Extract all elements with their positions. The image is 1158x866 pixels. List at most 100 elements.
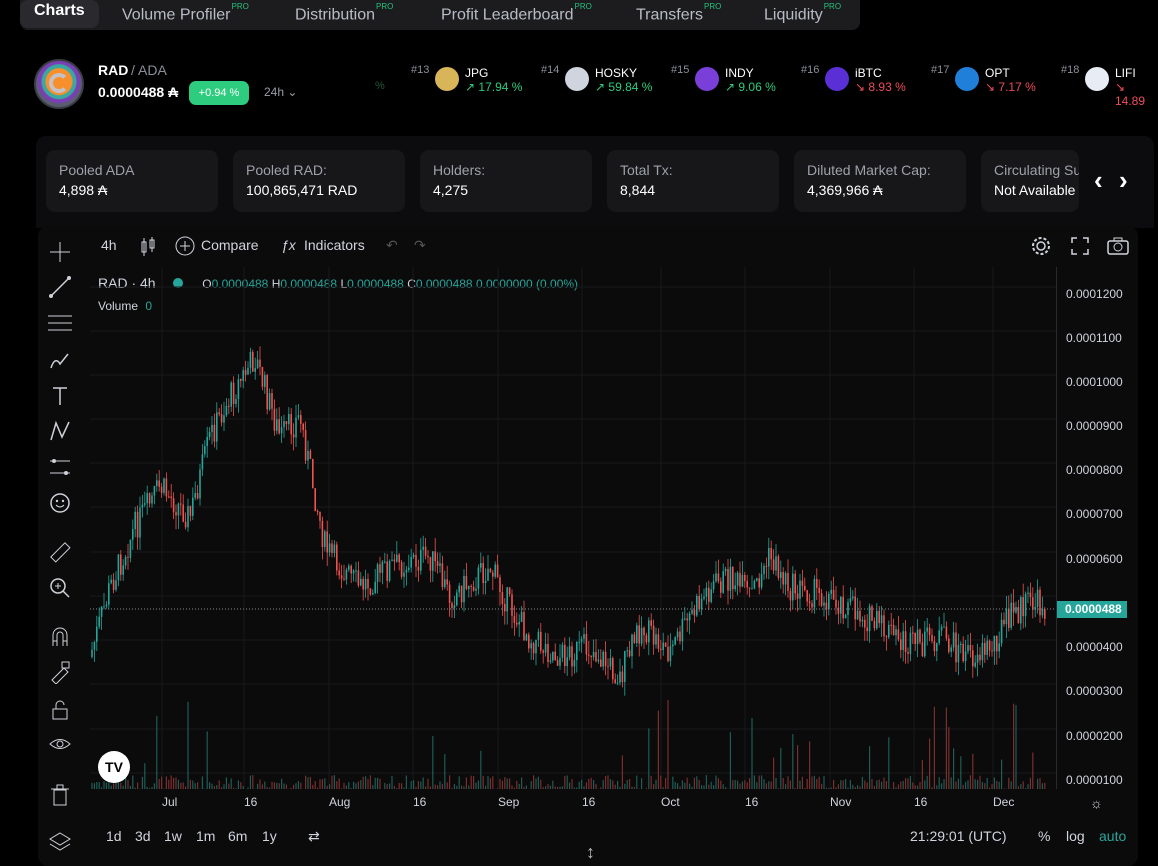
pattern-tool-icon[interactable] — [48, 419, 72, 443]
stat-card: Diluted Market Cap: 4,369,966 ₳ — [794, 150, 966, 212]
fib-retracement-icon[interactable] — [48, 311, 72, 335]
text-tool-icon[interactable] — [48, 384, 72, 408]
compare-plus-icon[interactable] — [175, 236, 195, 259]
tab-distribution[interactable]: DistributionPRO — [295, 0, 393, 30]
stat-card: Holders: 4,275 — [420, 150, 592, 212]
y-tick-label: 0.0001200 — [1066, 287, 1123, 301]
redo-icon[interactable]: ↷ — [414, 237, 426, 253]
volume-label: Volume — [98, 299, 139, 313]
opt-wave-icon[interactable] — [955, 67, 979, 91]
layers-icon[interactable] — [48, 830, 72, 854]
pro-badge: PRO — [823, 2, 842, 11]
range-button[interactable]: 3d — [135, 828, 151, 844]
tab-liquidity[interactable]: LiquidityPRO — [764, 0, 841, 30]
tab-volume-profiler[interactable]: Volume ProfilerPRO — [122, 0, 249, 30]
rank-number: #18 — [1061, 64, 1080, 76]
indicators-button[interactable]: Indicators — [304, 237, 365, 253]
volume-value: 0 — [145, 299, 153, 313]
x-tick-label: Jul — [162, 795, 178, 809]
tab-profit-leaderboard[interactable]: Profit LeaderboardPRO — [441, 0, 592, 30]
auto-toggle[interactable]: auto — [1099, 828, 1127, 844]
range-button[interactable]: 1y — [262, 828, 277, 844]
stat-label: Holders: — [433, 162, 486, 178]
tab-label: Liquidity — [764, 6, 823, 24]
interval-button[interactable]: 4h — [101, 237, 117, 253]
ticker-token-name[interactable]: HOSKY — [595, 66, 638, 80]
trend-line-icon[interactable] — [48, 275, 72, 299]
chevron-left-icon[interactable]: ‹ — [1094, 165, 1103, 195]
log-toggle[interactable]: log — [1066, 828, 1085, 844]
eye-icon[interactable] — [48, 732, 72, 756]
indicators-fx-icon[interactable]: ƒx — [281, 237, 296, 253]
x-tick-label: Nov — [830, 795, 852, 809]
rad-token-logo — [34, 59, 84, 109]
tab-charts-label: Charts — [34, 2, 85, 19]
y-tick-label: 0.0000200 — [1066, 729, 1123, 743]
tab-label: Distribution — [295, 6, 376, 24]
ticker-token-name[interactable]: OPT — [985, 66, 1010, 80]
tab-charts[interactable]: Charts — [20, 0, 99, 28]
crosshair-icon[interactable] — [48, 240, 72, 264]
settings-gear-icon[interactable] — [1030, 235, 1052, 260]
legend-dot-icon[interactable] — [172, 278, 183, 288]
ticker-change: ↗ 9.06 % — [725, 80, 776, 94]
trash-icon[interactable] — [48, 783, 72, 807]
rank-number: #14 — [541, 64, 560, 76]
unlock-icon[interactable] — [48, 698, 72, 722]
clock-time[interactable]: 21:29:01 (UTC) — [910, 828, 1007, 844]
resize-handle-icon[interactable]: ↕ — [586, 842, 595, 862]
date-range-icon[interactable]: ⇄ — [308, 828, 320, 844]
tab-label: Profit Leaderboard — [441, 6, 574, 24]
stat-value: 4,898 ₳ — [59, 182, 108, 198]
y-tick-label: 0.0000300 — [1066, 684, 1123, 698]
range-button[interactable]: 1w — [164, 828, 182, 844]
smiley-icon[interactable] — [48, 491, 72, 515]
token-symbol: RAD — [98, 62, 129, 78]
price-change-badge: +0.94 % — [189, 81, 249, 105]
range-button[interactable]: 1m — [196, 828, 216, 844]
lock-drawing-icon[interactable] — [48, 660, 72, 685]
volume-legend: Volume 0 — [98, 299, 152, 313]
indy-eye-icon[interactable] — [695, 67, 719, 91]
chevron-right-icon[interactable]: › — [1119, 165, 1128, 195]
y-tick-label: 0.0000900 — [1066, 419, 1123, 433]
undo-icon[interactable]: ↶ — [386, 237, 398, 253]
bitcoin-icon[interactable] — [825, 67, 849, 91]
ticker-token-name[interactable]: LIFI — [1115, 66, 1136, 80]
stat-card: Pooled RAD: 100,865,471 RAD — [233, 150, 405, 212]
rank-number: #17 — [931, 64, 950, 76]
brush-icon[interactable] — [48, 348, 72, 372]
axis-settings-icon[interactable]: ☼ — [1090, 795, 1103, 811]
token-price: 0.0000488 ₳ — [98, 84, 179, 100]
rank-number: #16 — [801, 64, 820, 76]
ticker-change: ↘ 8.93 % — [855, 80, 906, 94]
tradingview-logo[interactable]: TV — [98, 751, 130, 783]
timeframe-select[interactable]: 24h ⌄ — [264, 85, 298, 99]
tab-label: Transfers — [636, 6, 703, 24]
ticker-token-name[interactable]: JPG — [465, 66, 489, 80]
candle-type-icon[interactable] — [140, 237, 156, 260]
percent-toggle[interactable]: % — [1038, 828, 1051, 844]
legend-c-label: C — [407, 277, 416, 291]
jpg-icon[interactable] — [435, 67, 459, 91]
price-axis[interactable] — [1056, 267, 1130, 789]
zoom-in-icon[interactable] — [48, 576, 72, 600]
ticker-token-name[interactable]: iBTC — [855, 66, 882, 80]
y-tick-label: 0.0000700 — [1066, 507, 1123, 521]
range-button[interactable]: 6m — [228, 828, 248, 844]
prediction-tool-icon[interactable] — [48, 455, 72, 479]
candlestick-chart[interactable] — [90, 267, 1056, 789]
camera-icon[interactable] — [1107, 236, 1129, 259]
ticker-token-name[interactable]: INDY — [725, 66, 754, 80]
fullscreen-icon[interactable] — [1070, 236, 1090, 259]
ruler-icon[interactable] — [48, 540, 72, 564]
hosky-dog-icon[interactable] — [565, 67, 589, 91]
stat-value: 4,275 — [433, 182, 469, 198]
ticker-change: ↗ 17.94 % — [465, 80, 523, 94]
stat-label: Circulating Supply: — [994, 162, 1079, 178]
range-button[interactable]: 1d — [106, 828, 122, 844]
lifi-anchor-icon[interactable] — [1085, 67, 1109, 91]
compare-button[interactable]: Compare — [201, 237, 259, 253]
tab-transfers[interactable]: TransfersPRO — [636, 0, 721, 30]
magnet-icon[interactable] — [48, 625, 72, 649]
